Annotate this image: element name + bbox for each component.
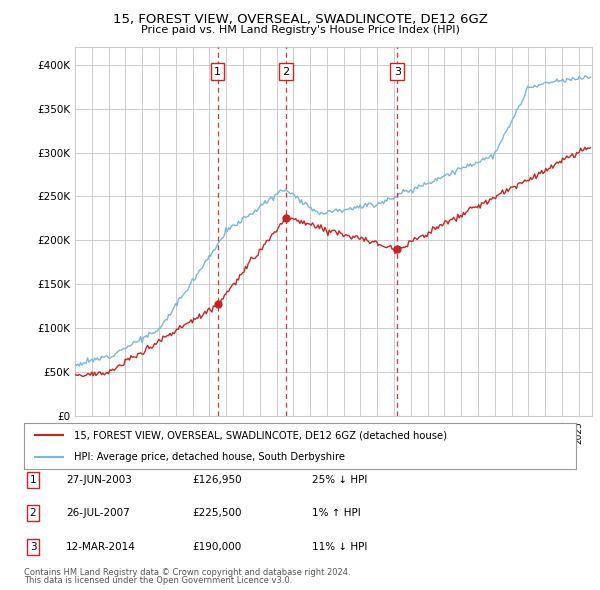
Text: Price paid vs. HM Land Registry's House Price Index (HPI): Price paid vs. HM Land Registry's House … bbox=[140, 25, 460, 35]
Text: Contains HM Land Registry data © Crown copyright and database right 2024.: Contains HM Land Registry data © Crown c… bbox=[24, 568, 350, 577]
Text: 15, FOREST VIEW, OVERSEAL, SWADLINCOTE, DE12 6GZ: 15, FOREST VIEW, OVERSEAL, SWADLINCOTE, … bbox=[113, 13, 487, 26]
Text: 1: 1 bbox=[214, 67, 221, 77]
Text: 3: 3 bbox=[29, 542, 37, 552]
Text: 2: 2 bbox=[29, 509, 37, 518]
Text: £190,000: £190,000 bbox=[192, 542, 241, 552]
Text: 15, FOREST VIEW, OVERSEAL, SWADLINCOTE, DE12 6GZ (detached house): 15, FOREST VIEW, OVERSEAL, SWADLINCOTE, … bbox=[74, 431, 446, 441]
Text: 26-JUL-2007: 26-JUL-2007 bbox=[66, 509, 130, 518]
Text: 11% ↓ HPI: 11% ↓ HPI bbox=[312, 542, 367, 552]
Text: £126,950: £126,950 bbox=[192, 475, 242, 484]
Text: 1% ↑ HPI: 1% ↑ HPI bbox=[312, 509, 361, 518]
Text: HPI: Average price, detached house, South Derbyshire: HPI: Average price, detached house, Sout… bbox=[74, 451, 344, 461]
Text: 12-MAR-2014: 12-MAR-2014 bbox=[66, 542, 136, 552]
Text: 27-JUN-2003: 27-JUN-2003 bbox=[66, 475, 132, 484]
Text: 25% ↓ HPI: 25% ↓ HPI bbox=[312, 475, 367, 484]
Text: £225,500: £225,500 bbox=[192, 509, 241, 518]
Text: This data is licensed under the Open Government Licence v3.0.: This data is licensed under the Open Gov… bbox=[24, 576, 292, 585]
Text: 2: 2 bbox=[283, 67, 289, 77]
Text: 1: 1 bbox=[29, 475, 37, 484]
Text: 3: 3 bbox=[394, 67, 401, 77]
